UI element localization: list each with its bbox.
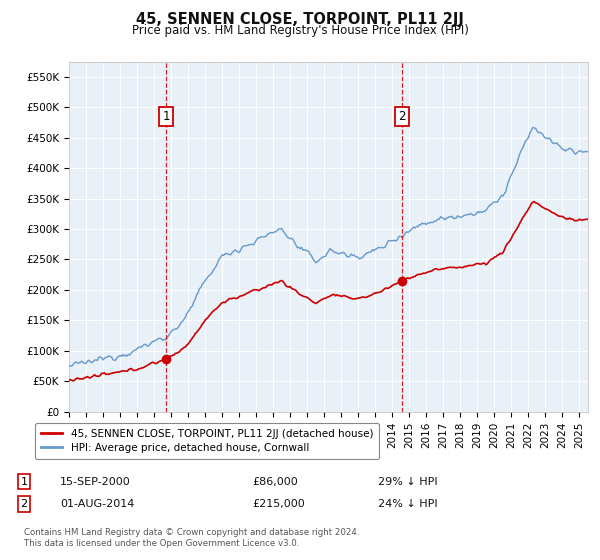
Text: 1: 1: [20, 477, 28, 487]
Text: £86,000: £86,000: [252, 477, 298, 487]
Text: 1: 1: [163, 110, 170, 123]
Text: 2: 2: [20, 499, 28, 509]
Text: £215,000: £215,000: [252, 499, 305, 509]
Text: Contains HM Land Registry data © Crown copyright and database right 2024.
This d: Contains HM Land Registry data © Crown c…: [24, 528, 359, 548]
Text: 2: 2: [398, 110, 406, 123]
Text: 45, SENNEN CLOSE, TORPOINT, PL11 2JJ: 45, SENNEN CLOSE, TORPOINT, PL11 2JJ: [136, 12, 464, 27]
Text: 15-SEP-2000: 15-SEP-2000: [60, 477, 131, 487]
Text: Price paid vs. HM Land Registry's House Price Index (HPI): Price paid vs. HM Land Registry's House …: [131, 24, 469, 37]
Text: 29% ↓ HPI: 29% ↓ HPI: [378, 477, 437, 487]
Legend: 45, SENNEN CLOSE, TORPOINT, PL11 2JJ (detached house), HPI: Average price, detac: 45, SENNEN CLOSE, TORPOINT, PL11 2JJ (de…: [35, 423, 379, 459]
Text: 24% ↓ HPI: 24% ↓ HPI: [378, 499, 437, 509]
Text: 01-AUG-2014: 01-AUG-2014: [60, 499, 134, 509]
